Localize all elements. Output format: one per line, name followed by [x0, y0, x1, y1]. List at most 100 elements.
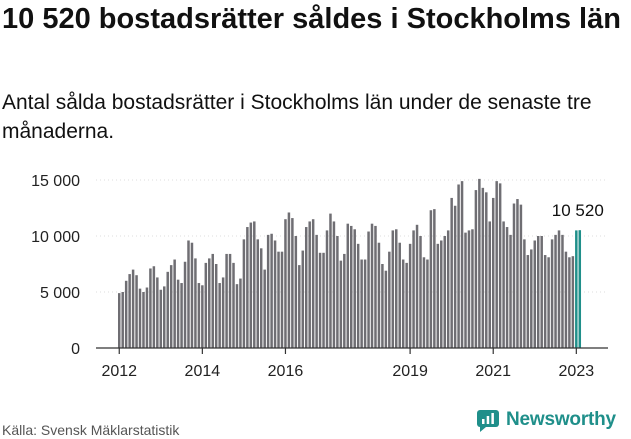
bar: [536, 236, 540, 348]
y-axis: 0 5 000 10 000 15 000: [31, 173, 80, 358]
bar: [412, 230, 415, 348]
annotations: 10 520: [552, 201, 604, 220]
bar: [135, 275, 138, 348]
bar: [322, 252, 325, 348]
bar: [346, 223, 350, 348]
bar: [356, 243, 360, 348]
bar: [221, 277, 225, 348]
bar: [211, 253, 214, 348]
bar: [145, 287, 149, 348]
bar: [374, 225, 377, 348]
bar: [291, 218, 294, 348]
bar: [315, 234, 318, 348]
bar: [287, 212, 291, 348]
bar: [491, 197, 495, 348]
bar: [474, 190, 478, 348]
bar: [505, 227, 509, 348]
bar: [485, 192, 488, 348]
bar: [163, 286, 166, 348]
bar: [304, 227, 308, 348]
bar: [363, 259, 367, 348]
bar: [176, 279, 180, 348]
x-tick-label: 2019: [392, 363, 428, 380]
bar: [398, 242, 401, 348]
y-tick-label: 5 000: [40, 285, 80, 302]
x-tick-label: 2021: [475, 363, 511, 380]
bar: [232, 262, 235, 348]
bar: [571, 256, 575, 348]
y-tick-label: 15 000: [31, 173, 80, 190]
bar: [381, 264, 384, 348]
x-tick-label: 2016: [268, 363, 304, 380]
bar: [564, 251, 568, 348]
bar: [239, 278, 242, 348]
bar: [512, 203, 516, 348]
bar: [284, 219, 287, 348]
bar: [575, 230, 578, 348]
x-axis: 2012 2014 2016 2019 2021 2023: [96, 347, 608, 380]
bar: [235, 284, 239, 348]
chart-title: 10 520 bostadsrätter såldes i Stockholms…: [2, 3, 621, 35]
bar: [384, 270, 388, 348]
bar: [578, 230, 582, 348]
bar: [187, 240, 190, 348]
bar: [336, 236, 339, 348]
bar: [433, 209, 436, 348]
bar: [388, 251, 391, 348]
bar: [429, 210, 433, 348]
bar: [377, 242, 381, 348]
bar: [325, 230, 329, 348]
bar: [131, 269, 135, 348]
bar: [228, 253, 232, 348]
bar: [173, 259, 176, 348]
bar: [124, 280, 128, 348]
bar: [190, 242, 194, 348]
bar: [294, 236, 298, 348]
bar: [197, 283, 201, 348]
bar: [270, 233, 273, 348]
bar: [453, 205, 457, 348]
bar: [460, 181, 464, 348]
bar: [214, 264, 218, 348]
bar: [498, 183, 502, 348]
bar: [332, 221, 336, 348]
bar: [471, 229, 474, 348]
bar: [249, 222, 253, 348]
bar: [118, 293, 121, 348]
bar: [159, 289, 163, 348]
bar: [509, 234, 512, 348]
bar: [339, 260, 343, 348]
bar: [495, 181, 498, 348]
bar: [266, 234, 270, 348]
bar: [502, 221, 505, 348]
bar: [554, 234, 557, 348]
bars: [118, 178, 582, 348]
bar: [467, 230, 471, 348]
bar: [391, 230, 395, 348]
bar: [311, 219, 315, 348]
bar: [183, 261, 187, 348]
bar: [149, 268, 152, 348]
bar: [464, 232, 467, 348]
bar: [561, 234, 564, 348]
bar: [350, 225, 353, 348]
bar: [218, 283, 221, 348]
bar: [440, 240, 443, 348]
bar: [152, 266, 156, 348]
bar: [550, 239, 554, 348]
bar: [419, 236, 422, 348]
bar: [128, 274, 131, 348]
bar: [180, 283, 183, 348]
bar: [201, 285, 204, 348]
bar: [329, 213, 332, 348]
bar: [408, 243, 412, 348]
bar: [488, 221, 492, 348]
bar: [242, 239, 246, 348]
bar: [301, 250, 305, 348]
bar: [540, 236, 543, 348]
x-tick-label: 2014: [185, 363, 221, 380]
bar: [308, 221, 311, 348]
bar: [277, 251, 280, 348]
bar: [208, 258, 211, 348]
